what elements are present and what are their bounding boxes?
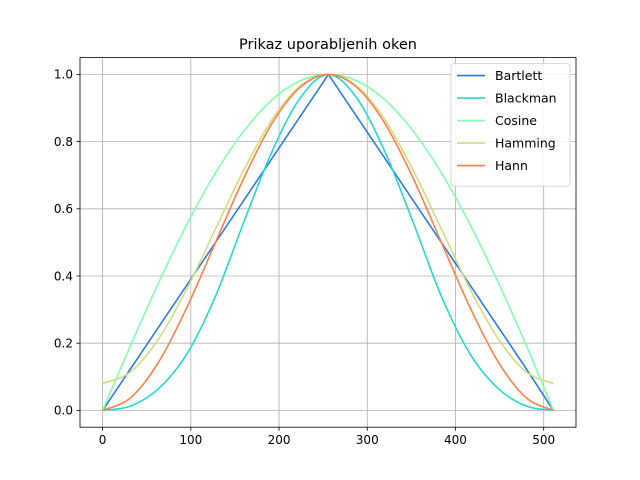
plot-frame (79, 57, 577, 428)
x-tick-label: 400 (444, 433, 467, 447)
x-tick-label: 500 (532, 433, 555, 447)
y-tick-label: 0.8 (54, 135, 73, 149)
y-tick-label: 1.0 (54, 68, 73, 82)
legend-label: Blackman (495, 91, 557, 106)
legend-label: Hamming (495, 136, 556, 151)
legend-label: Bartlett (495, 68, 542, 83)
x-tick-label: 300 (356, 433, 379, 447)
series-lines (101, 73, 555, 412)
chart-title: Prikaz uporabljenih oken (239, 37, 417, 53)
x-tick-label: 0 (99, 433, 107, 447)
legend: Bartlett Blackman Cosine Hamming Hann (450, 63, 571, 187)
y-tick-label: 0.6 (54, 202, 73, 216)
x-tick-label: 200 (268, 433, 291, 447)
legend-label: Cosine (495, 113, 537, 128)
x-tick-label: 100 (179, 433, 202, 447)
y-tick-label: 0.2 (54, 337, 73, 351)
legend-label: Hann (495, 158, 528, 173)
series-line-hann (102, 73, 554, 412)
axis-ticks: 0 100 200 300 400 500 0.0 0.2 0.4 0.6 0.8 1.0 (54, 68, 555, 448)
legend-box (450, 63, 571, 187)
y-tick-label: 0.4 (54, 269, 73, 283)
y-tick-label: 0.0 (54, 404, 73, 418)
